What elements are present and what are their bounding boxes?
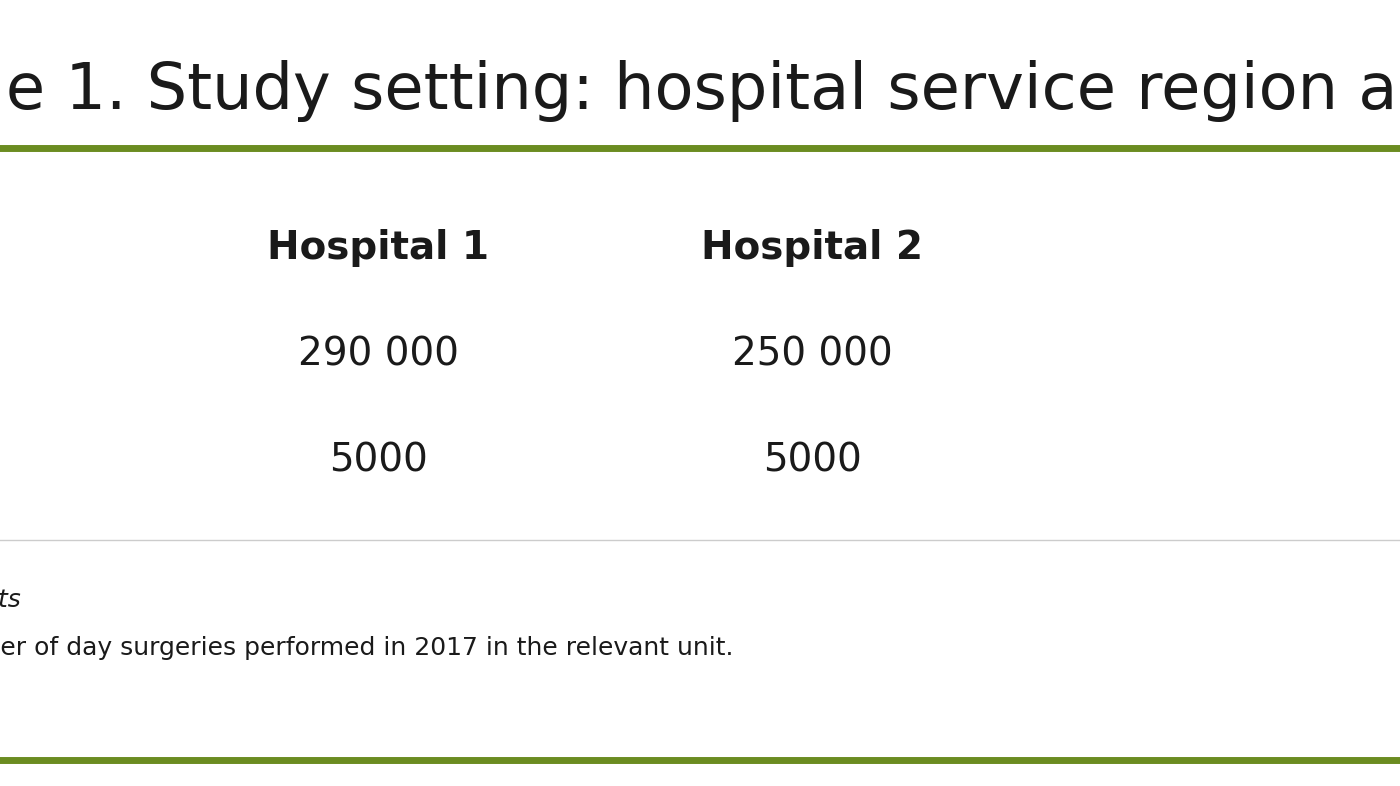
Text: Table 1. Study setting: hospital service region and number of day surgeries: Table 1. Study setting: hospital service… [0,60,1400,122]
Text: inhabitants: inhabitants [0,588,21,612]
Text: ate number of day surgeries performed in 2017 in the relevant unit.: ate number of day surgeries performed in… [0,636,734,660]
Text: Hospital 1: Hospital 1 [267,229,489,267]
Text: 5000: 5000 [329,441,427,479]
Text: 290 000: 290 000 [297,336,459,374]
Text: Hospital 2: Hospital 2 [701,229,923,267]
Text: 5000: 5000 [763,441,861,479]
Text: 250 000: 250 000 [732,336,892,374]
